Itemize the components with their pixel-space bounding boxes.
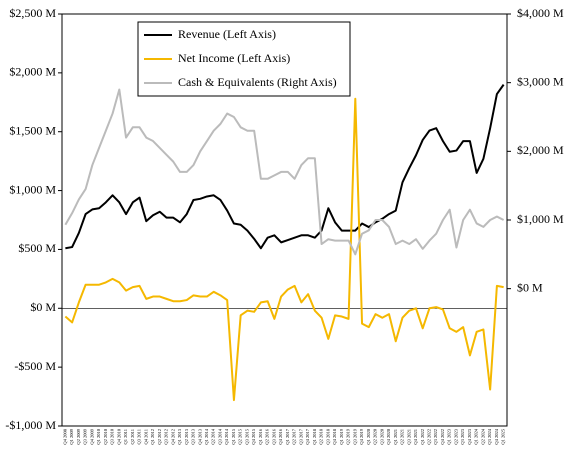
x-tick-label: Q2 2015 bbox=[238, 428, 243, 444]
x-tick-label: Q4 2013 bbox=[197, 428, 202, 444]
y-tick-label: -$1,000 M bbox=[5, 418, 56, 432]
x-tick-label: Q3 2009 bbox=[83, 428, 88, 444]
x-tick-label: Q4 2009 bbox=[89, 428, 94, 444]
x-tick-label: Q2 2023 bbox=[453, 428, 458, 444]
x-tick-label: Q2 2018 bbox=[319, 428, 324, 444]
x-tick-label: Q1 2014 bbox=[204, 428, 209, 444]
x-tick-label: Q1 2023 bbox=[447, 428, 452, 444]
x-tick-label: Q3 2018 bbox=[325, 428, 330, 444]
x-tick-label: Q1 2024 bbox=[474, 428, 479, 444]
x-tick-label: Q2 2019 bbox=[346, 428, 351, 444]
x-tick-label: Q3 2017 bbox=[298, 428, 303, 444]
y-tick-label: $500 M bbox=[18, 241, 56, 255]
x-tick-label: Q1 2010 bbox=[96, 428, 101, 444]
x-tick-label: Q1 2009 bbox=[69, 428, 74, 444]
x-tick-label: Q2 2011 bbox=[130, 429, 135, 444]
legend-box bbox=[137, 21, 351, 97]
x-tick-label: Q4 2011 bbox=[143, 429, 148, 444]
x-tick-label: Q4 2016 bbox=[278, 428, 283, 444]
x-tick-label: Q2 2020 bbox=[373, 428, 378, 444]
x-tick-label: Q4 2022 bbox=[440, 429, 445, 445]
x-tick-label: Q3 2022 bbox=[433, 429, 438, 445]
x-tick-label: Q3 2019 bbox=[352, 428, 357, 444]
series-line bbox=[64, 97, 504, 402]
x-tick-label: Q3 2010 bbox=[110, 428, 115, 444]
x-tick-label: Q2 2014 bbox=[211, 428, 216, 444]
x-tick-label: Q4 2021 bbox=[413, 429, 418, 445]
x-tick-label: Q4 2010 bbox=[116, 428, 121, 444]
x-tick-label: Q2 2012 bbox=[157, 429, 162, 445]
x-tick-label: Q4 2024 bbox=[494, 428, 499, 444]
x-tick-label: Q1 2012 bbox=[150, 429, 155, 445]
x-tick-label: Q4 2015 bbox=[251, 428, 256, 444]
legend-label: Revenue (Left Axis) bbox=[178, 27, 276, 41]
x-tick-label: Q2 2024 bbox=[480, 428, 485, 444]
y-tick-label: $2,000 M bbox=[9, 65, 56, 79]
x-tick-label: Q2 2013 bbox=[184, 428, 189, 444]
x-tick-label: Q3 2016 bbox=[271, 428, 276, 444]
y-tick-label: $1,000 M bbox=[9, 182, 56, 196]
series-line bbox=[65, 84, 505, 250]
x-tick-label: Q4 2018 bbox=[332, 428, 337, 444]
y2-tick-label: $4,000 M bbox=[517, 6, 564, 20]
x-tick-label: Q3 2015 bbox=[244, 428, 249, 444]
x-tick-label: Q1 2025 bbox=[501, 428, 506, 444]
legend-label: Cash & Equivalents (Right Axis) bbox=[178, 75, 337, 89]
x-tick-label: Q2 2021 bbox=[400, 429, 405, 445]
x-tick-label: Q1 2019 bbox=[339, 428, 344, 444]
x-tick-label: Q1 2018 bbox=[312, 428, 317, 444]
x-tick-label: Q4 2014 bbox=[224, 428, 229, 444]
x-tick-label: Q2 2016 bbox=[265, 428, 270, 444]
y2-tick-label: $0 M bbox=[517, 280, 543, 294]
x-tick-label: Q4 2023 bbox=[467, 428, 472, 444]
x-tick-label: Q1 2017 bbox=[285, 428, 290, 444]
x-tick-label: Q3 2014 bbox=[217, 428, 222, 444]
x-tick-label: Q1 2020 bbox=[366, 428, 371, 444]
x-tick-label: Q1 2013 bbox=[177, 428, 182, 444]
x-tick-label: Q3 2013 bbox=[191, 428, 196, 444]
x-tick-label: Q2 2010 bbox=[103, 428, 108, 444]
x-tick-label: Q3 2021 bbox=[406, 429, 411, 445]
x-tick-label: Q1 2022 bbox=[420, 429, 425, 445]
x-tick-label: Q1 2021 bbox=[393, 429, 398, 445]
x-tick-label: Q4 2008 bbox=[62, 428, 67, 444]
legend-label: Net Income (Left Axis) bbox=[178, 51, 290, 65]
y2-tick-label: $1,000 M bbox=[517, 212, 564, 226]
x-tick-label: Q4 2012 bbox=[170, 429, 175, 445]
y-tick-label: -$500 M bbox=[14, 359, 56, 373]
x-tick-label: Q1 2015 bbox=[231, 428, 236, 444]
y-tick-label: $0 M bbox=[30, 300, 56, 314]
x-tick-label: Q1 2011 bbox=[123, 429, 128, 444]
x-tick-label: Q2 2009 bbox=[76, 428, 81, 444]
y-tick-label: $1,500 M bbox=[9, 123, 56, 137]
x-tick-label: Q2 2022 bbox=[426, 429, 431, 445]
y2-tick-label: $2,000 M bbox=[517, 143, 564, 157]
x-tick-label: Q3 2020 bbox=[379, 428, 384, 444]
x-tick-label: Q3 2012 bbox=[164, 429, 169, 445]
y-tick-label: $2,500 M bbox=[9, 6, 56, 20]
x-tick-label: Q1 2016 bbox=[258, 428, 263, 444]
y2-tick-label: $3,000 M bbox=[517, 74, 564, 88]
x-tick-label: Q4 2019 bbox=[359, 428, 364, 444]
x-tick-label: Q4 2017 bbox=[305, 428, 310, 444]
x-tick-label: Q3 2024 bbox=[487, 428, 492, 444]
x-tick-label: Q2 2017 bbox=[292, 428, 297, 444]
x-tick-label: Q3 2011 bbox=[137, 429, 142, 444]
x-tick-label: Q4 2020 bbox=[386, 428, 391, 444]
x-tick-label: Q3 2023 bbox=[460, 428, 465, 444]
series-line bbox=[64, 88, 505, 256]
